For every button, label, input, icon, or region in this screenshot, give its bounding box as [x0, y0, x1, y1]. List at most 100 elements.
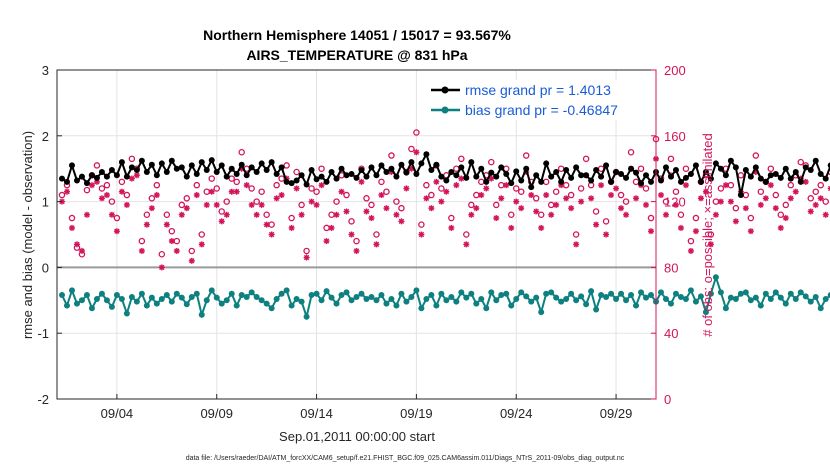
- series-point: [682, 295, 689, 302]
- series-point: [348, 297, 355, 304]
- obs-assimilated-marker: [812, 201, 819, 208]
- obs-assimilated-marker: [648, 228, 655, 235]
- series-point: [288, 180, 295, 187]
- obs-assimilated-marker: [508, 224, 515, 231]
- obs-assimilated-marker: [443, 188, 450, 195]
- series-point: [303, 313, 310, 320]
- asterisk-stroke: [633, 195, 639, 202]
- series-point: [443, 177, 450, 184]
- y2-tick-label: 200: [664, 63, 686, 78]
- series-point: [163, 292, 170, 299]
- obs-possible-marker: [692, 214, 700, 222]
- obs-assimilated-marker: [253, 211, 260, 218]
- obs-assimilated-marker: [258, 201, 265, 208]
- asterisk-stroke: [778, 225, 784, 231]
- series-point: [378, 292, 385, 299]
- series-point: [523, 293, 530, 300]
- asterisk-stroke: [688, 248, 694, 254]
- asterisk-stroke: [543, 192, 549, 198]
- series-point: [248, 164, 255, 171]
- series-point: [283, 178, 290, 185]
- series-point: [782, 300, 789, 307]
- series-point: [423, 295, 430, 302]
- asterisk-stroke: [478, 192, 484, 198]
- obs-possible-marker: [118, 178, 126, 186]
- series-point: [193, 170, 200, 177]
- obs-assimilated-marker: [288, 224, 295, 231]
- series-point: [458, 164, 465, 171]
- y-tick-label: -1: [37, 326, 49, 341]
- chart-title-group: Northern Hemisphere 14051 / 15017 = 93.5…: [203, 27, 511, 63]
- series-point: [648, 178, 655, 185]
- obs-possible-marker: [677, 211, 685, 219]
- asterisk-stroke: [588, 195, 594, 202]
- series-point: [563, 167, 570, 174]
- series-point: [398, 161, 405, 168]
- series-point: [757, 175, 764, 182]
- series-point: [692, 298, 699, 305]
- series-point: [702, 168, 709, 175]
- obs-possible-marker: [547, 201, 555, 209]
- asterisk-stroke: [828, 185, 830, 189]
- series-point: [353, 174, 360, 181]
- series-point: [238, 161, 245, 168]
- obs-possible-marker: [113, 214, 121, 222]
- series-point: [148, 161, 155, 168]
- series-point: [568, 290, 575, 297]
- series-point: [428, 292, 435, 299]
- obs-possible-marker: [223, 198, 230, 205]
- y2-tick-label: 160: [664, 129, 686, 144]
- obs-assimilated-marker: [548, 211, 555, 218]
- obs-possible-marker: [707, 231, 715, 238]
- series-point: [687, 287, 694, 294]
- obs-assimilated-marker: [817, 195, 824, 202]
- obs-possible-marker: [233, 178, 240, 186]
- obs-assimilated-marker: [767, 182, 774, 189]
- asterisk-stroke: [743, 205, 749, 211]
- series-point: [648, 292, 655, 299]
- series-point: [323, 178, 330, 185]
- obs-possible-marker: [203, 188, 210, 195]
- asterisk-stroke: [129, 175, 135, 182]
- obs-assimilated-marker: [413, 149, 420, 156]
- obs-assimilated-marker: [343, 208, 350, 215]
- obs-assimilated-marker: [513, 198, 520, 205]
- series-point: [513, 295, 520, 302]
- series-point: [638, 180, 645, 187]
- obs-possible-marker: [363, 195, 370, 202]
- asterisk-stroke: [184, 205, 190, 211]
- asterisk-stroke: [658, 192, 664, 198]
- obs-possible-marker: [642, 185, 650, 192]
- obs-assimilated-marker: [633, 195, 640, 202]
- asterisk-stroke: [248, 202, 255, 208]
- obs-assimilated-marker: [792, 188, 799, 195]
- obs-assimilated-marker: [158, 264, 165, 271]
- legend-bias-marker: [441, 106, 449, 114]
- obs-possible-marker: [263, 211, 270, 219]
- obs-possible-marker: [777, 211, 785, 219]
- series-point: [792, 168, 799, 175]
- obs-possible-marker: [293, 168, 300, 176]
- obs-possible-marker: [268, 221, 275, 228]
- series-point: [593, 167, 600, 174]
- series-point: [667, 300, 674, 307]
- obs-assimilated-marker: [578, 198, 585, 205]
- series-point: [423, 151, 430, 158]
- series-point: [118, 295, 125, 302]
- series-point: [383, 300, 390, 307]
- series-point: [83, 180, 90, 187]
- obs-assimilated-marker: [438, 198, 445, 205]
- x-axis-label: Sep.01,2011 00:00:00 start: [279, 429, 435, 444]
- obs-assimilated-marker: [662, 211, 669, 218]
- obs-assimilated-marker: [528, 192, 535, 199]
- asterisk-stroke: [808, 208, 814, 215]
- series-point: [173, 165, 180, 172]
- asterisk-stroke: [793, 189, 799, 195]
- series-point: [253, 294, 260, 301]
- series-point: [188, 162, 195, 169]
- obs-assimilated-marker: [293, 185, 300, 192]
- obs-assimilated-marker: [118, 188, 125, 195]
- obs-assimilated-marker: [393, 211, 400, 218]
- asterisk-stroke: [518, 205, 524, 211]
- series-point: [807, 167, 814, 174]
